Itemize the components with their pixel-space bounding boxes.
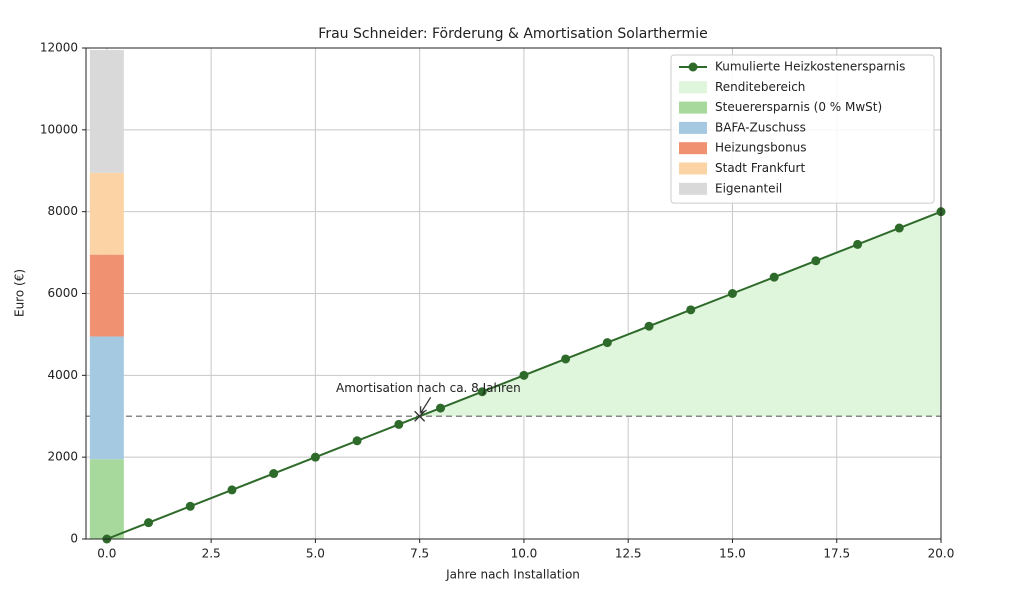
x-axis-label: Jahre nach Installation: [445, 568, 580, 582]
point: [519, 370, 529, 380]
profit-area: [419, 211, 941, 417]
legend: Kumulierte Heizkostenersparnis Renditeber…: [670, 54, 935, 204]
y-tick-label: 12000: [40, 41, 78, 55]
point: [686, 305, 696, 315]
bar-segment: [89, 254, 124, 337]
x-tick-label: 17.5: [823, 547, 850, 561]
x-tick-label: 10.0: [511, 547, 538, 561]
x-tick-label: 15.0: [719, 547, 746, 561]
legend-marker: [688, 62, 698, 72]
legend-label: Eigenanteil: [715, 181, 782, 195]
legend-swatch: [679, 182, 707, 195]
x-tick-label: 20.0: [928, 547, 955, 561]
plot-frame: [85, 47, 942, 540]
legend-swatch: [679, 81, 707, 94]
y-tick-label: 0: [70, 532, 78, 546]
legend-label: Renditebereich: [715, 80, 805, 94]
point: [394, 419, 404, 429]
point: [185, 501, 195, 511]
point: [269, 469, 279, 479]
x-tick-label: 12.5: [615, 547, 642, 561]
point: [894, 223, 904, 233]
point: [227, 485, 237, 495]
point: [144, 518, 154, 528]
point: [436, 403, 446, 413]
bar-segment: [89, 172, 124, 255]
annotation-arrow: [420, 396, 432, 414]
y-axis-label: Euro (€): [13, 269, 27, 317]
legend-label: Steuerersparnis (0 % MwSt): [715, 100, 882, 114]
y-tick-label: 8000: [47, 204, 78, 218]
x-tick-label: 7.5: [410, 547, 429, 561]
legend-label: Stadt Frankfurt: [715, 161, 805, 175]
x-tick-label: 5.0: [306, 547, 325, 561]
point: [644, 321, 654, 331]
legend-swatch: [679, 162, 707, 175]
y-tick-label: 4000: [47, 368, 78, 382]
point: [727, 289, 737, 298]
point: [561, 354, 571, 364]
point: [853, 239, 863, 249]
x-tick-label: 0.0: [97, 547, 116, 561]
bar-segment: [89, 50, 124, 173]
point: [769, 272, 779, 282]
legend-swatch: [679, 101, 707, 114]
y-tick-label: 2000: [47, 450, 78, 464]
point: [477, 387, 487, 397]
legend-box: [670, 54, 935, 204]
bar-segment: [89, 459, 124, 539]
point: [310, 452, 320, 462]
legend-label: Kumulierte Heizkostenersparnis: [715, 60, 905, 74]
bar-segment: [89, 336, 124, 460]
point: [352, 436, 362, 446]
breakeven-marker: [414, 410, 426, 422]
x-tick-label: 2.5: [202, 547, 221, 561]
y-tick-label: 6000: [47, 286, 78, 300]
annotation-text: Amortisation nach ca. 8 Jahren: [336, 381, 521, 395]
legend-label: Heizungsbonus: [715, 141, 807, 155]
legend-label: BAFA-Zuschuss: [715, 120, 806, 134]
legend-swatch: [679, 121, 707, 134]
point: [602, 338, 612, 348]
point: [811, 256, 821, 266]
chart-title: Frau Schneider: Förderung & Amortisation…: [318, 26, 707, 42]
y-tick-label: 10000: [40, 122, 78, 136]
legend-swatch: [679, 142, 707, 155]
